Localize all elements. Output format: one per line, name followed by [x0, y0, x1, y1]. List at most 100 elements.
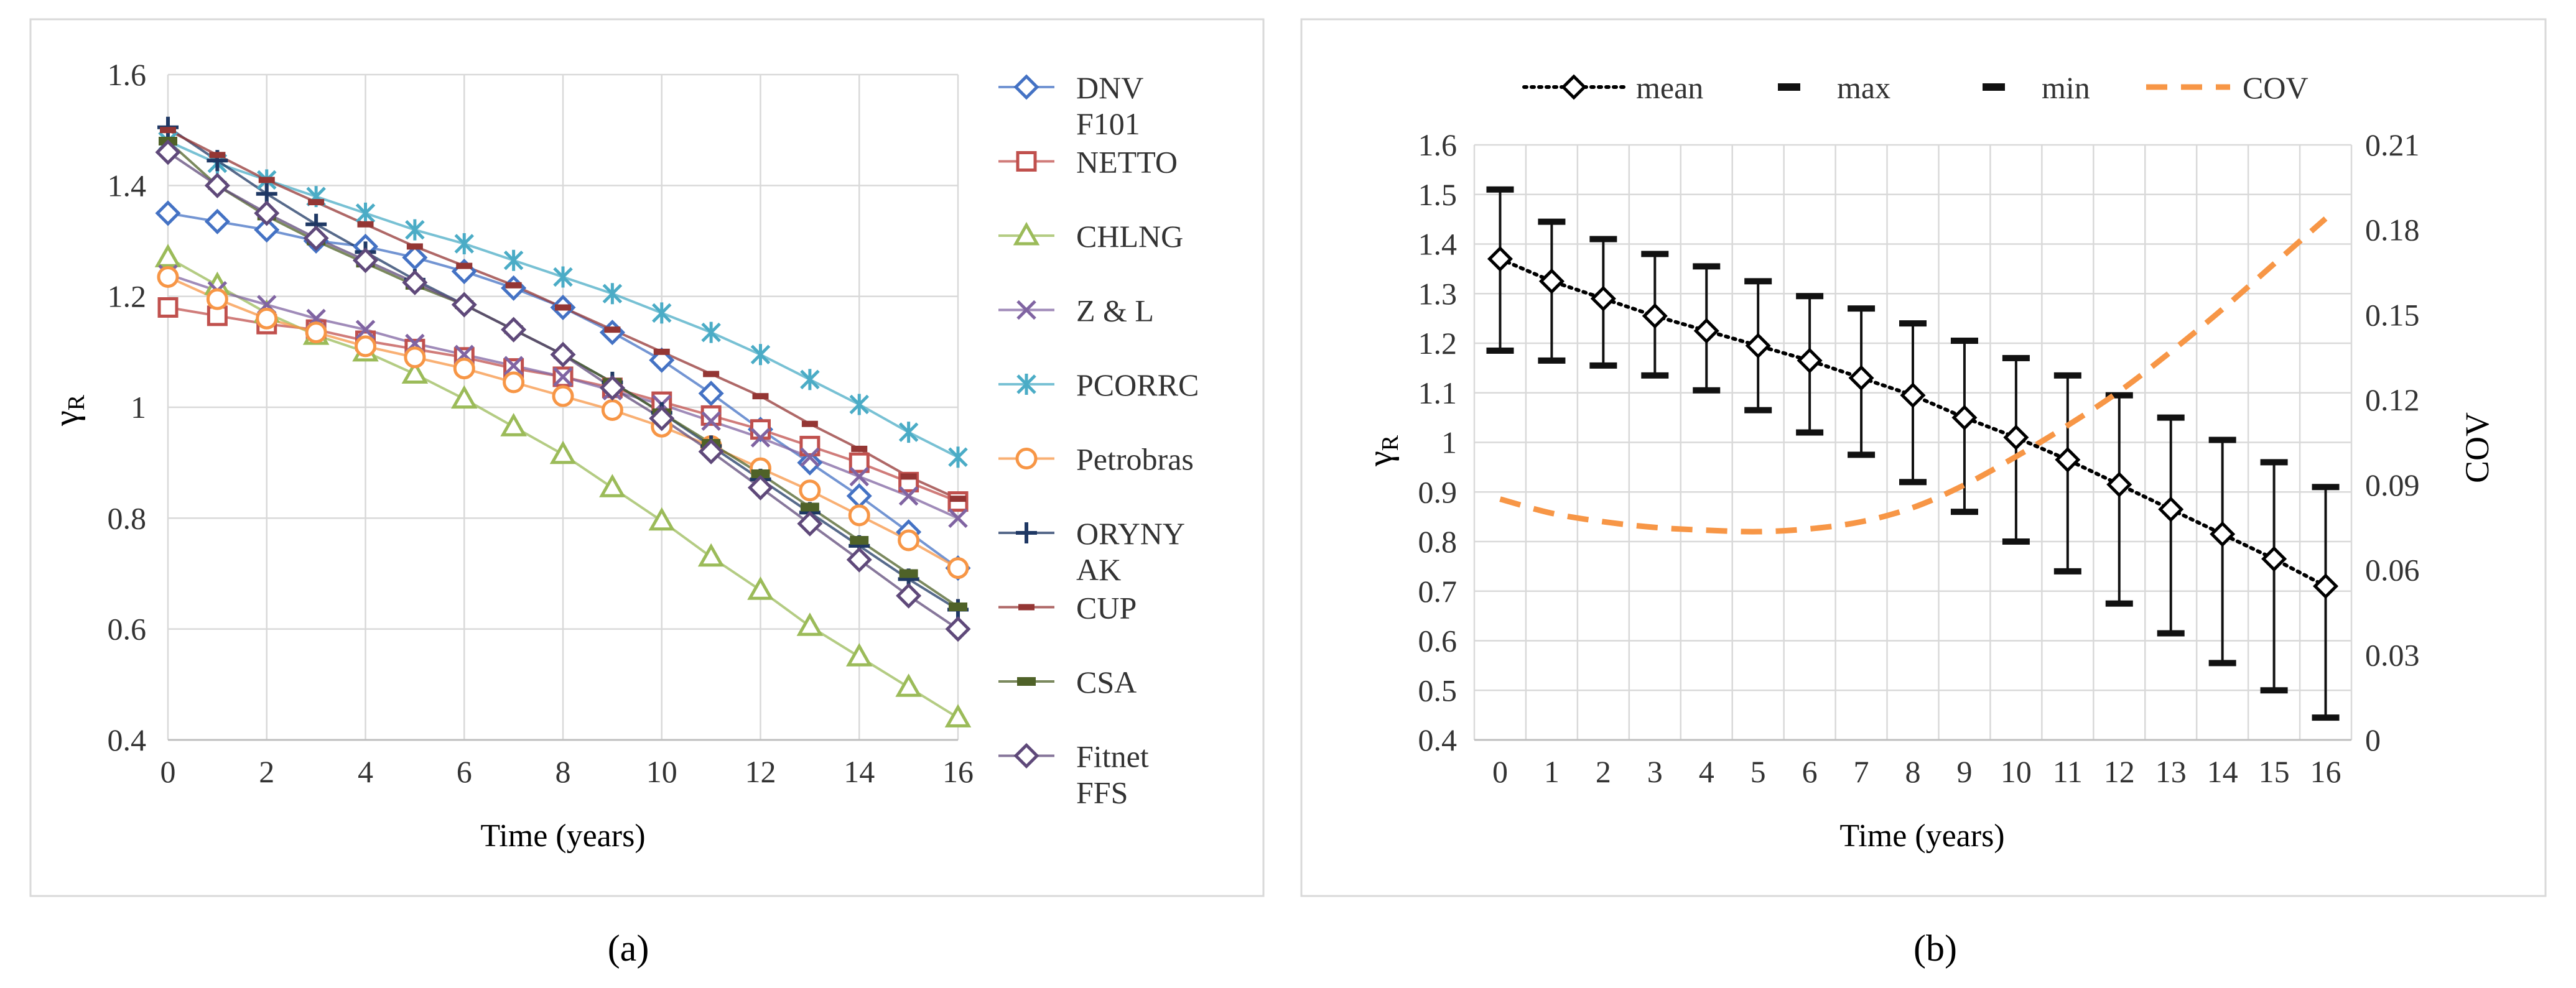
- point-pcorrc: [701, 321, 721, 343]
- point-cup: [900, 473, 917, 480]
- panel-b-xtick-label: 14: [2207, 754, 2238, 789]
- max-cap: [2105, 392, 2133, 399]
- min-cap: [1538, 357, 1566, 364]
- point-z-l: [898, 486, 919, 506]
- min-cap: [1796, 429, 1824, 436]
- point-dnv-f101: [402, 244, 428, 270]
- point-z-l: [800, 447, 820, 468]
- point-pcorrc: [553, 266, 573, 288]
- min-cap: [1950, 509, 1978, 515]
- point-pcorrc: [602, 283, 623, 305]
- point-cup: [752, 393, 769, 400]
- point-chlng: [697, 543, 725, 567]
- point-mean: [1693, 318, 1719, 344]
- max-cap: [1693, 263, 1721, 270]
- caption-b: (b): [1913, 928, 1957, 969]
- point-fitnet-ffs: [945, 616, 971, 642]
- panel-b-xtick-label: 1: [1544, 754, 1560, 789]
- point-dnv-f101: [155, 200, 181, 226]
- legend-marker-mean: [1561, 74, 1587, 100]
- panel-a-xtick-label: 10: [646, 754, 677, 789]
- point-chlng: [796, 612, 824, 636]
- panel-b-ytick-label: 1.4: [1418, 227, 1458, 262]
- min-cap: [1486, 347, 1514, 354]
- point-fitnet-ffs: [155, 139, 181, 165]
- point-mean: [2261, 546, 2287, 572]
- legend-label-pcorrc: PCORRC: [1076, 367, 1199, 402]
- max-cap: [2208, 436, 2236, 443]
- min-cap: [2312, 714, 2340, 721]
- point-fitnet-ffs: [649, 405, 675, 432]
- legend-marker-fitnet-ffs: [1013, 742, 1039, 769]
- point-mean: [1797, 348, 1823, 374]
- point-mean: [1642, 303, 1668, 329]
- legend-label-fitnet-ffs: Fitnet: [1076, 739, 1149, 774]
- panel-b-xtick-label: 10: [2001, 754, 2032, 789]
- panel-b-ytick-label: 1: [1441, 425, 1457, 460]
- panel-b-ylabel-main: γ: [1361, 451, 1400, 467]
- panel-a-ylabel-main: γ: [47, 410, 86, 427]
- point-z-l: [503, 356, 524, 376]
- point-cup: [950, 496, 966, 502]
- panel-b-ytick-label: 0.5: [1418, 673, 1458, 708]
- panel-b-ytick-label: 0.6: [1418, 624, 1458, 658]
- legend-marker-csa: [1017, 677, 1036, 686]
- legend-label-chlng: CHLNG: [1076, 219, 1183, 254]
- legend-marker-pcorrc: [1016, 374, 1036, 395]
- caption-a: (a): [608, 928, 649, 969]
- point-chlng: [648, 507, 676, 531]
- max-cap: [1744, 278, 1772, 285]
- point-cup: [703, 371, 720, 377]
- min-cap: [1899, 479, 1927, 486]
- point-csa: [949, 602, 967, 611]
- legend-label-dnv-f101: DNV: [1076, 70, 1143, 105]
- point-chlng: [401, 360, 429, 384]
- legend-label-z-l: Z & L: [1076, 293, 1154, 328]
- point-chlng: [500, 413, 527, 436]
- point-cup: [604, 326, 621, 333]
- panel-a-xtick-label: 14: [844, 754, 875, 789]
- point-dnv-f101: [698, 381, 724, 407]
- legend-label-min: min: [2042, 70, 2090, 105]
- point-pcorrc: [800, 369, 820, 390]
- point-cup: [653, 348, 670, 355]
- point-z-l: [553, 367, 573, 387]
- panel-b-ylabel: γR: [1361, 435, 1403, 467]
- legend-marker-orynyak: [1016, 522, 1037, 543]
- point-csa: [850, 536, 869, 545]
- point-chlng: [895, 673, 922, 697]
- panel-b-xtick-label: 13: [2155, 754, 2187, 789]
- point-mean: [2210, 521, 2236, 547]
- point-chlng: [599, 474, 626, 497]
- panel-a-ytick-label: 1.6: [108, 57, 147, 92]
- point-fitnet-ffs: [846, 547, 872, 573]
- panel-b-ytick-label: 1.1: [1418, 376, 1458, 410]
- panel-b-xtick-label: 3: [1647, 754, 1663, 789]
- legend-marker-cup: [1018, 604, 1035, 611]
- panel-a-xtick-label: 16: [942, 754, 974, 789]
- legend-marker-netto: [1016, 151, 1037, 172]
- legend-label-netto: NETTO: [1076, 145, 1178, 180]
- point-mean: [2055, 446, 2081, 473]
- panel-b-y2tick-label: 0.03: [2365, 637, 2420, 672]
- max-cap: [2002, 354, 2030, 361]
- min-cap: [2002, 538, 2030, 545]
- panel-a-xtick-label: 2: [259, 754, 274, 789]
- point-petrobras: [799, 479, 821, 502]
- point-pcorrc: [503, 249, 524, 271]
- point-fitnet-ffs: [698, 438, 724, 464]
- min-cap: [1589, 362, 1617, 369]
- point-chlng: [549, 440, 577, 464]
- point-dnv-f101: [797, 450, 823, 476]
- point-pcorrc: [355, 202, 376, 224]
- point-cup: [555, 304, 571, 311]
- panel-a-ytick-label: 0.8: [108, 501, 147, 535]
- legend-marker-min: [1983, 83, 2005, 91]
- point-cup: [357, 221, 374, 228]
- max-cap: [1641, 251, 1669, 257]
- panel-b-ytick-label: 0.4: [1418, 723, 1458, 757]
- panel-b-series-markers: [1487, 246, 2339, 599]
- point-mean: [1590, 285, 1616, 312]
- point-petrobras: [453, 358, 475, 380]
